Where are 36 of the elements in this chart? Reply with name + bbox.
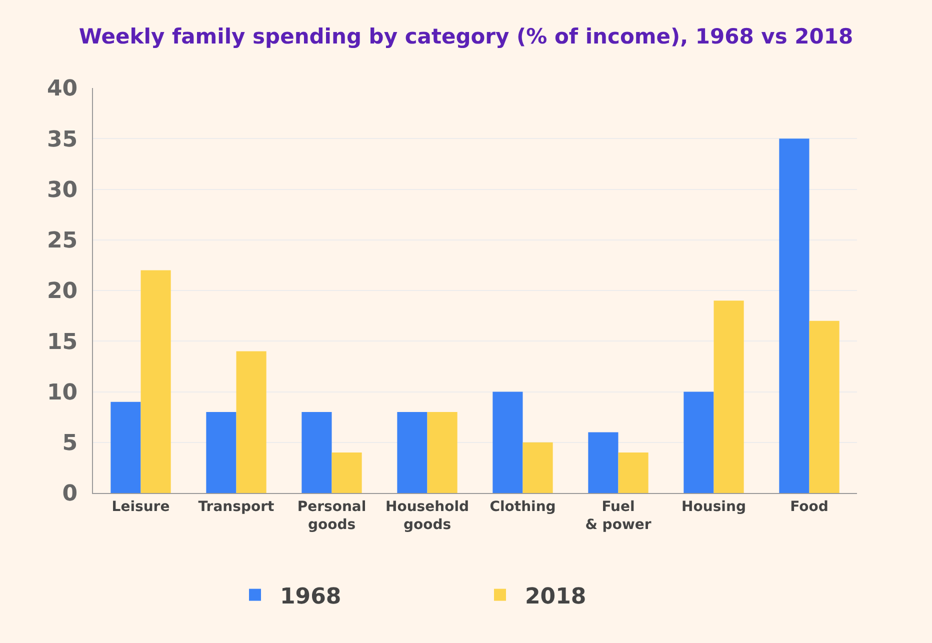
bar [492, 392, 523, 493]
y-tick-label: 25 [46, 228, 78, 254]
bar [302, 412, 332, 493]
x-tick-label: Personal goods [297, 498, 366, 533]
bar [332, 452, 362, 493]
x-tick-label: Transport [198, 498, 275, 515]
x-tick-label: Food [790, 498, 828, 515]
bar [427, 412, 458, 493]
y-tick-label: 5 [62, 431, 78, 456]
bar [684, 392, 714, 493]
y-tick-label: 0 [62, 482, 78, 507]
bar [110, 402, 141, 493]
y-tick-label: 10 [46, 380, 78, 406]
bar [809, 320, 840, 493]
x-tick-label: Leisure [112, 498, 170, 515]
x-tick-label: Housing [682, 498, 746, 515]
y-tick-label: 15 [46, 330, 78, 355]
bar [236, 351, 266, 493]
legend-label: 2018 [525, 584, 586, 610]
bar [140, 270, 171, 493]
x-tick-label: Clothing [490, 498, 556, 515]
x-tick-label: Fuel & power [585, 498, 652, 533]
x-tick-label: Household goods [385, 498, 470, 533]
bar [206, 412, 236, 493]
y-tick-label: 30 [46, 178, 78, 203]
bar [779, 138, 810, 493]
bar [522, 442, 553, 493]
chart-title: Weekly family spending by category (% of income), 1968 vs 2018 [78, 24, 854, 49]
bar [714, 300, 744, 493]
bar [588, 432, 618, 493]
bar [618, 452, 648, 493]
legend-label: 1968 [280, 584, 342, 610]
y-tick-label: 35 [46, 127, 78, 152]
y-tick-label: 20 [46, 279, 78, 304]
y-tick-label: 40 [46, 76, 78, 102]
bar [397, 412, 428, 493]
